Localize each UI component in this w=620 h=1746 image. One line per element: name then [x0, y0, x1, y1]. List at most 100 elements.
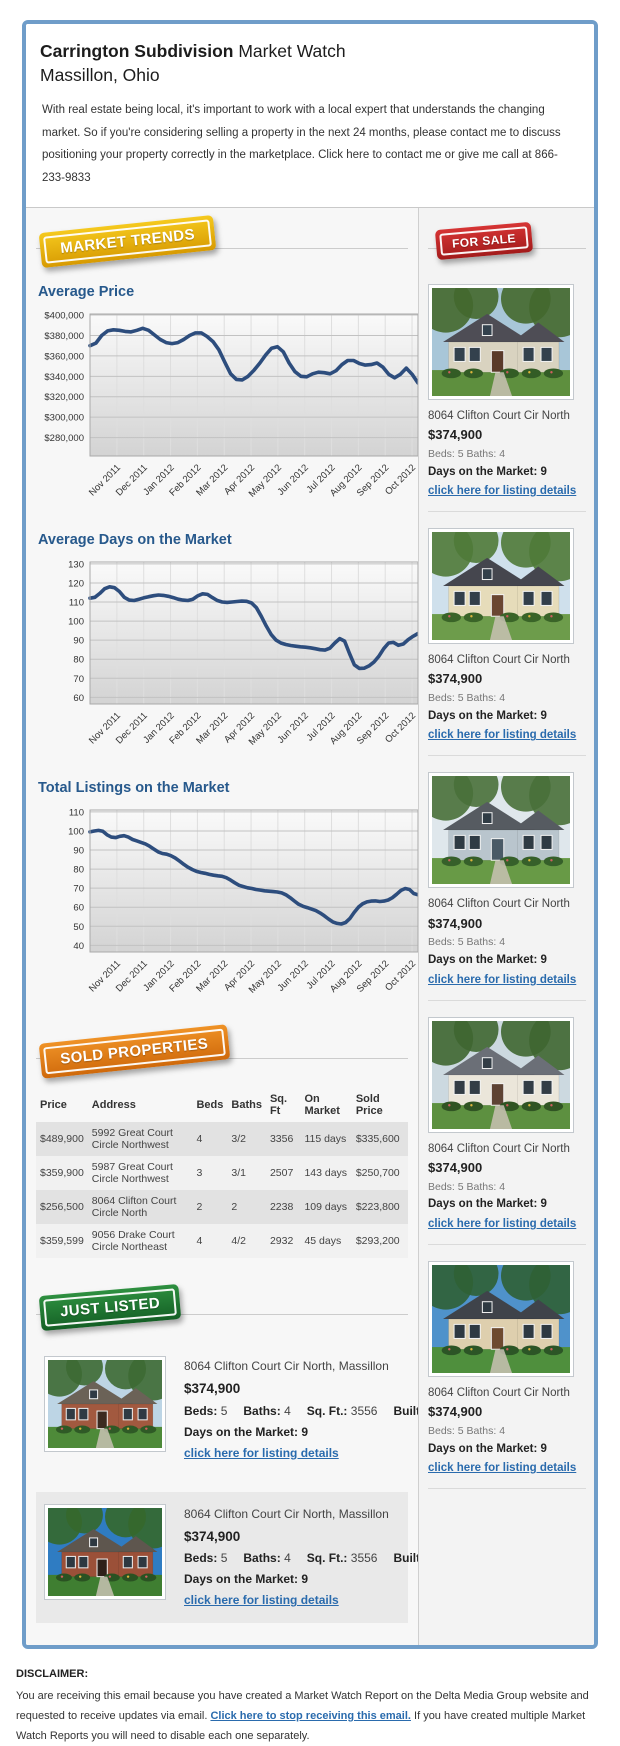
listing-beds-baths: Beds: 5 Baths: 4 [428, 1424, 506, 1437]
baths-label: Baths: [243, 1403, 281, 1418]
cell-address: 9056 Drake Court Circle Northeast [87, 1223, 193, 1258]
col-sqft: Sq. Ft [269, 1092, 288, 1117]
svg-text:$320,000: $320,000 [44, 392, 84, 403]
cell-price: $489,900 [36, 1121, 88, 1156]
days-on-market: Days on the Market: 9 [428, 1442, 547, 1455]
svg-text:110: 110 [69, 807, 84, 818]
svg-text:100: 100 [68, 617, 84, 628]
table-row: $489,900 5992 Great Court Circle Northwe… [36, 1121, 408, 1156]
cell-sqft: 2932 [265, 1223, 301, 1258]
market-trends-section-head: MARKET TRENDS [36, 214, 408, 268]
sqft-label: Sq. Ft.: [306, 1551, 348, 1566]
listing-price: $374,900 [184, 1380, 241, 1396]
property-photo[interactable] [36, 1495, 178, 1600]
divider [36, 247, 408, 249]
listing-address: 8064 Clifton Court Cir North, Massillon [184, 1358, 389, 1373]
sqft-value: 3556 [350, 1403, 378, 1418]
cell-sqft: 2507 [265, 1155, 301, 1190]
cell-beds: 2 [192, 1189, 228, 1224]
days-on-market: Days on the Market: 9 [428, 465, 547, 478]
disclaimer: DISCLAIMER: You are receiving this email… [16, 1665, 604, 1746]
unsubscribe-link[interactable]: Click here to stop receiving this email. [210, 1709, 411, 1722]
beds-value: 5 [220, 1551, 228, 1566]
cell-sqft: 2238 [265, 1189, 301, 1224]
just-listed-section-head: JUST LISTED [36, 1283, 408, 1331]
listing-details-link[interactable]: click here for listing details [428, 1462, 577, 1475]
listing-details-link[interactable]: click here for listing details [428, 485, 577, 498]
listing-price: $374,900 [184, 1528, 241, 1544]
listing-details-link[interactable]: click here for listing details [428, 1217, 577, 1230]
days-on-market: Days on the Market: 9 [428, 954, 547, 967]
listing-price: $374,900 [428, 1159, 483, 1175]
divider [36, 1313, 408, 1315]
listing-price: $374,900 [428, 671, 483, 687]
svg-text:50: 50 [73, 922, 84, 933]
just-listed-badge-label: JUST LISTED [43, 1288, 178, 1327]
svg-text:70: 70 [73, 674, 84, 685]
chart-title-average-price: Average Price [38, 283, 135, 300]
just-listed-item: 8064 Clifton Court Cir North, Massillon … [36, 1491, 454, 1624]
sqft-label: Sq. Ft.: [306, 1403, 348, 1418]
built-label: Built: [393, 1551, 425, 1566]
svg-text:110: 110 [69, 597, 84, 608]
cell-sold-price: $335,600 [351, 1121, 408, 1156]
svg-text:70: 70 [73, 884, 84, 895]
col-price: Price [40, 1098, 67, 1111]
sold-properties-section-head: SOLD PROPERTIES [36, 1024, 408, 1079]
for-sale-badge: FOR SALE [434, 221, 533, 261]
disclaimer-text: You are receiving this email because you… [16, 1687, 604, 1746]
property-photo[interactable] [418, 1250, 589, 1377]
sold-properties-badge: SOLD PROPERTIES [38, 1024, 230, 1079]
title-suffix: Market Watch [233, 41, 346, 61]
property-photo[interactable] [418, 762, 589, 889]
cell-baths: 3/2 [227, 1121, 266, 1156]
listing-details-link[interactable]: click here for listing details [184, 1445, 339, 1460]
col-on-market: On Market [304, 1092, 340, 1117]
market-trends-badge-label: MARKET TRENDS [43, 219, 213, 264]
cell-baths: 3/1 [227, 1155, 266, 1190]
listing-address: 8064 Clifton Court Cir North [428, 898, 570, 911]
listing-address: 8064 Clifton Court Cir North [428, 1386, 570, 1399]
property-photo[interactable] [418, 518, 589, 645]
svg-text:$340,000: $340,000 [44, 372, 84, 383]
property-photo[interactable] [36, 1348, 178, 1452]
listing-details-link[interactable]: click here for listing details [428, 729, 577, 742]
listing-price: $374,900 [428, 915, 483, 931]
baths-label: Baths: [243, 1551, 281, 1566]
sqft-value: 3556 [350, 1551, 378, 1566]
disclaimer-heading: DISCLAIMER: [16, 1668, 89, 1681]
beds-label: Beds: [184, 1403, 218, 1418]
cell-on-market: 109 days [300, 1189, 352, 1224]
svg-text:$380,000: $380,000 [44, 331, 84, 342]
just-listed-item: 8064 Clifton Court Cir North, Massillon … [36, 1344, 454, 1476]
for-sale-section-head: FOR SALE [428, 221, 586, 261]
svg-text:40: 40 [73, 941, 84, 952]
table-header-row: Price Address Beds Baths Sq. Ft On Marke… [36, 1088, 408, 1122]
listing-details-link[interactable]: click here for listing details [184, 1593, 339, 1608]
email-frame: Carrington Subdivision Market Watch Mass… [22, 20, 598, 1650]
sold-properties-table: Price Address Beds Baths Sq. Ft On Marke… [36, 1088, 408, 1258]
svg-text:$400,000: $400,000 [44, 310, 84, 321]
page-title: Carrington Subdivision Market Watch Mass… [40, 40, 578, 87]
subdivision-name: Carrington Subdivision [40, 41, 234, 61]
listing-beds-baths: Beds: 5 Baths: 4 [428, 447, 506, 460]
property-photo[interactable] [418, 1006, 589, 1133]
listing-beds-baths: Beds: 5 Baths: 4 [428, 936, 506, 949]
col-baths: Baths [231, 1098, 262, 1111]
cell-sold-price: $293,200 [351, 1223, 408, 1258]
svg-text:130: 130 [68, 559, 84, 570]
svg-text:120: 120 [68, 578, 84, 589]
property-photo[interactable] [418, 273, 589, 400]
listing-price: $374,900 [428, 1404, 483, 1420]
listing-details-link[interactable]: click here for listing details [428, 973, 577, 986]
cell-beds: 3 [192, 1155, 228, 1190]
sold-properties-badge-label: SOLD PROPERTIES [43, 1028, 226, 1075]
svg-text:80: 80 [73, 865, 84, 876]
svg-text:90: 90 [73, 636, 84, 647]
baths-value: 4 [284, 1551, 291, 1566]
for-sale-badge-label: FOR SALE [439, 226, 529, 256]
listing-beds-baths: Beds: 5 Baths: 4 [428, 1180, 506, 1193]
